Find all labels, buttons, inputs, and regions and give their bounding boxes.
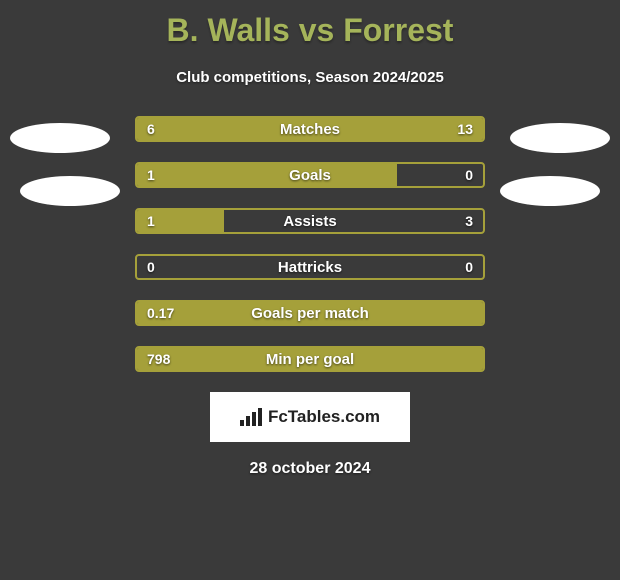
page-subtitle: Club competitions, Season 2024/2025	[0, 69, 620, 86]
stat-label: Min per goal	[137, 348, 483, 370]
stat-row: 10Goals	[135, 162, 485, 188]
stat-label: Goals per match	[137, 302, 483, 324]
player-left-avatar-1	[10, 123, 110, 153]
stat-row: 613Matches	[135, 116, 485, 142]
stat-label: Hattricks	[137, 256, 483, 278]
player-right-avatar-1	[510, 123, 610, 153]
stat-label: Goals	[137, 164, 483, 186]
stat-row: 13Assists	[135, 208, 485, 234]
brand-logo: FcTables.com	[210, 392, 410, 442]
snapshot-date: 28 october 2024	[0, 460, 620, 478]
logo-bars-icon	[240, 408, 262, 426]
player-left-avatar-2	[20, 176, 120, 206]
player-right-avatar-2	[500, 176, 600, 206]
page-title: B. Walls vs Forrest	[0, 0, 620, 49]
stat-label: Assists	[137, 210, 483, 232]
logo-text: FcTables.com	[268, 407, 380, 427]
stat-row: 798Min per goal	[135, 346, 485, 372]
stat-label: Matches	[137, 118, 483, 140]
stat-row: 0.17Goals per match	[135, 300, 485, 326]
comparison-bars: 613Matches 10Goals 13Assists 00Hattricks 0.1…	[135, 116, 485, 372]
stat-row: 00Hattricks	[135, 254, 485, 280]
